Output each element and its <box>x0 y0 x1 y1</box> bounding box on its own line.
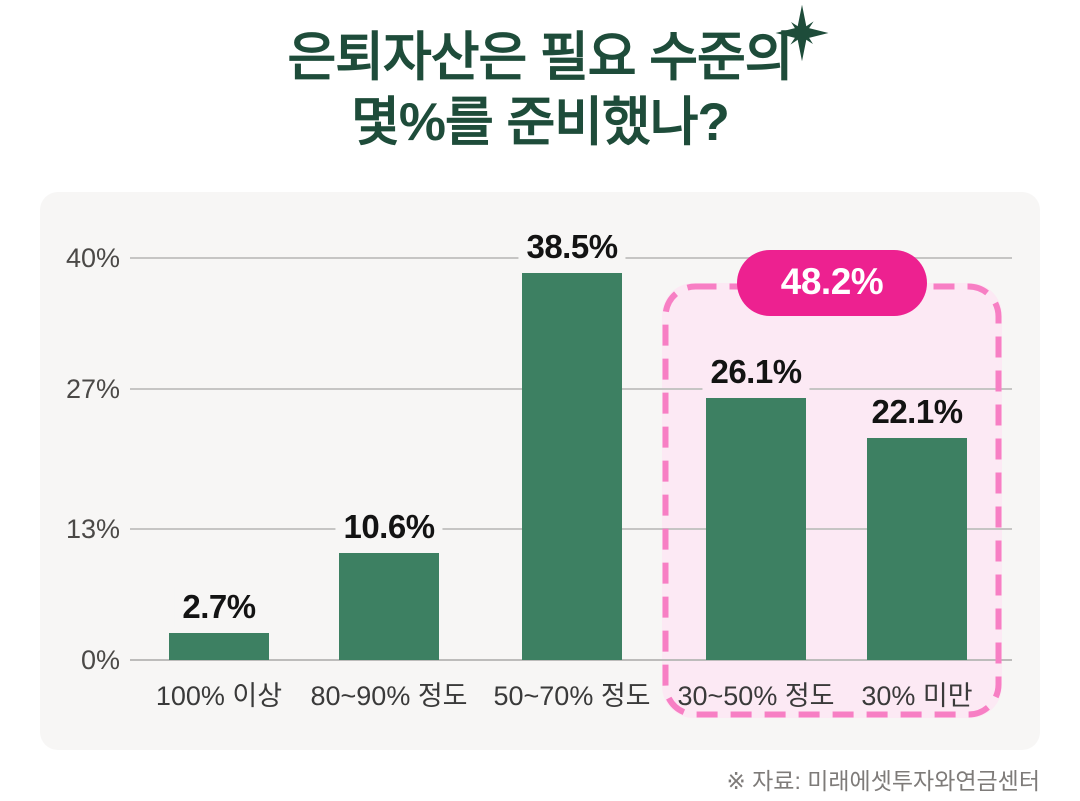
x-axis-category-label: 30~50% 정도 <box>677 681 835 711</box>
x-axis-category-label: 100% 이상 <box>155 681 283 711</box>
y-axis-tick: 27% <box>65 373 120 404</box>
chart-card: 48.2% 0% 13% 27% 40% 2.7% 100% 이상 10.6% 80~90% … <box>40 192 1040 750</box>
x-axis-category-label: 30% 미만 <box>861 681 973 711</box>
bar-100% 이상 <box>169 632 269 660</box>
title-line-2: 몇%를 준비했나? <box>351 92 730 152</box>
bar-50~70% 정도 <box>522 273 622 660</box>
x-axis-category-label: 50~70% 정도 <box>493 681 651 711</box>
bar-value-label: 38.5% <box>518 227 626 268</box>
title-line-1: 은퇴자산은 필요 수준의 <box>287 28 793 87</box>
bar-value-label: 2.7% <box>174 586 264 627</box>
bar-80~90% 정도 <box>339 553 439 660</box>
y-axis-tick: 40% <box>65 243 120 273</box>
source-citation: ※ 자료: 미래에셋투자와연금센터 <box>726 768 1040 794</box>
bar-30% 미만 <box>867 437 967 660</box>
gridline-0% <box>130 659 1012 661</box>
y-axis-tick: 0% <box>80 645 120 675</box>
y-axis-tick: 13% <box>65 514 120 545</box>
bar-value-label: 26.1% <box>702 351 810 392</box>
sparkle-icon <box>775 4 829 62</box>
bar-30~50% 정도 <box>706 397 806 660</box>
bar-value-label: 10.6% <box>335 507 443 548</box>
bar-value-label: 22.1% <box>863 391 971 432</box>
x-axis-category-label: 80~90% 정도 <box>310 681 468 711</box>
highlight-total-badge: 48.2% <box>737 250 927 316</box>
page-title: 은퇴자산은 필요 수준의 몇%를 준비했나? <box>0 26 1080 155</box>
